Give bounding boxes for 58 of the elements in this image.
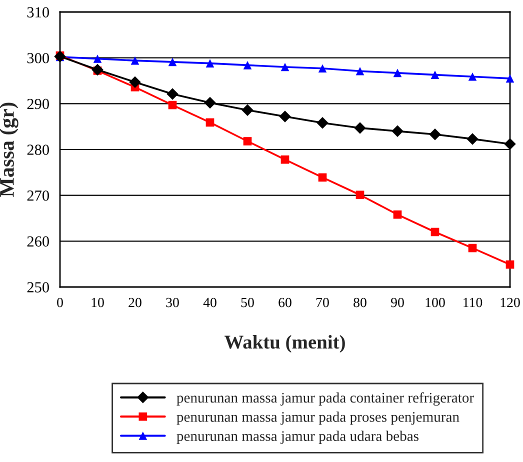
point [430,228,440,236]
point [206,59,214,68]
point [166,88,178,100]
y-tick-label: 300 [27,52,49,64]
x-tick-label: 90 [391,298,404,308]
point [506,260,514,269]
legend-label: penurunan massa jamur pada proses penjemuran [176,412,460,425]
point [168,58,177,66]
point [279,110,291,122]
point [243,61,252,70]
legend-label: penurunan massa jamur pada container refrigerator [176,392,474,406]
y-tick-label: 310 [27,7,49,18]
point [468,72,477,81]
y-tick-label: 280 [27,144,49,155]
point [354,122,366,134]
x-tick-label: 120 [500,298,520,308]
point [466,133,478,145]
point [356,190,364,200]
point [92,64,104,76]
point [130,56,140,65]
x-tick-label: 60 [278,298,292,308]
point [504,138,516,150]
x-axis-title: Waktu (menit) [224,335,345,353]
point [204,96,216,109]
x-tick-label: 110 [464,298,482,308]
point [316,117,328,129]
x-tick-label: 0 [57,298,63,308]
x-tick-label: 100 [426,298,445,308]
point [392,125,404,138]
x-tick-label: 30 [166,298,179,308]
point [280,62,290,72]
x-tick-label: 50 [241,298,254,308]
x-tick-label: 70 [316,298,329,308]
y-tick-label: 270 [27,190,49,201]
point [206,118,214,127]
point [318,64,327,73]
point [243,137,252,146]
point [168,100,177,110]
point [468,244,477,252]
point [430,70,440,79]
point [280,155,290,164]
point [242,104,254,116]
x-tick-label: 40 [203,298,216,308]
y-tick-label: 290 [27,98,49,110]
point [356,66,364,76]
x-tick-label: 80 [354,298,366,308]
point [393,68,402,78]
point [93,54,102,63]
x-tick-label: 10 [92,298,104,308]
y-tick-label: 250 [27,282,49,292]
x-tick-label: 20 [128,298,142,308]
point [318,173,327,182]
point [393,210,402,219]
point [506,74,514,83]
y-tick-label: 260 [27,236,49,247]
legend-label: penurunan massa jamur pada udara bebas [176,430,418,444]
point [429,128,441,140]
point [129,76,141,88]
